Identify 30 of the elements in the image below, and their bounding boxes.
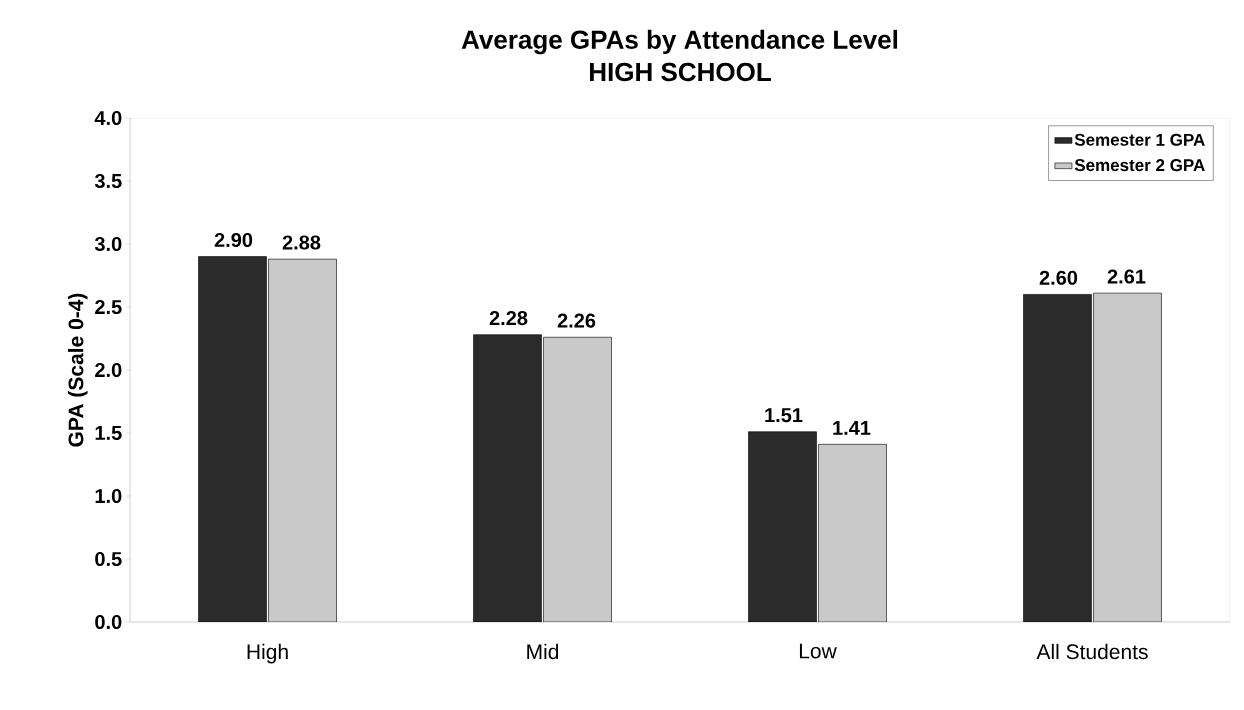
- y-tick-label: 0.5: [95, 551, 122, 567]
- chart-subtitle: HIGH SCHOOL: [590, 62, 771, 82]
- y-tick-label: 1.0: [95, 488, 122, 504]
- x-tick-label: Low: [799, 643, 837, 659]
- data-label: 2.60: [1039, 270, 1078, 285]
- chart-title: Average GPAs by Attendance Level: [461, 29, 898, 55]
- y-tick-label: 2.5: [95, 299, 122, 315]
- data-label: 2.61: [1107, 269, 1146, 284]
- y-axis-title: GPA (Scale 0-4): [67, 293, 88, 447]
- legend-label: Semester 1 GPA: [1074, 133, 1205, 146]
- data-label: 1.51: [765, 408, 803, 423]
- y-tick-label: 4.0: [94, 110, 122, 126]
- x-tick-label: All Students: [1036, 643, 1148, 660]
- data-label: 2.88: [282, 235, 321, 250]
- x-tick-label: High: [247, 643, 288, 664]
- y-tick-label: 0.0: [95, 614, 122, 630]
- x-tick-label: Mid: [527, 643, 559, 660]
- data-label: 2.28: [489, 311, 528, 326]
- bar: [268, 258, 337, 622]
- data-label: 2.90: [214, 232, 253, 248]
- bar: [543, 336, 612, 622]
- y-tick-label: 1.5: [95, 426, 122, 440]
- y-tick-label: 3.0: [94, 236, 122, 252]
- data-label: 2.26: [557, 313, 596, 328]
- legend-label: Semester 2 GPA: [1074, 159, 1205, 172]
- data-label: 1.41: [833, 421, 871, 435]
- bar: [818, 444, 887, 622]
- y-tick-label: 3.5: [94, 173, 122, 189]
- y-tick-label: 2.0: [95, 362, 122, 378]
- bar: [1093, 292, 1162, 622]
